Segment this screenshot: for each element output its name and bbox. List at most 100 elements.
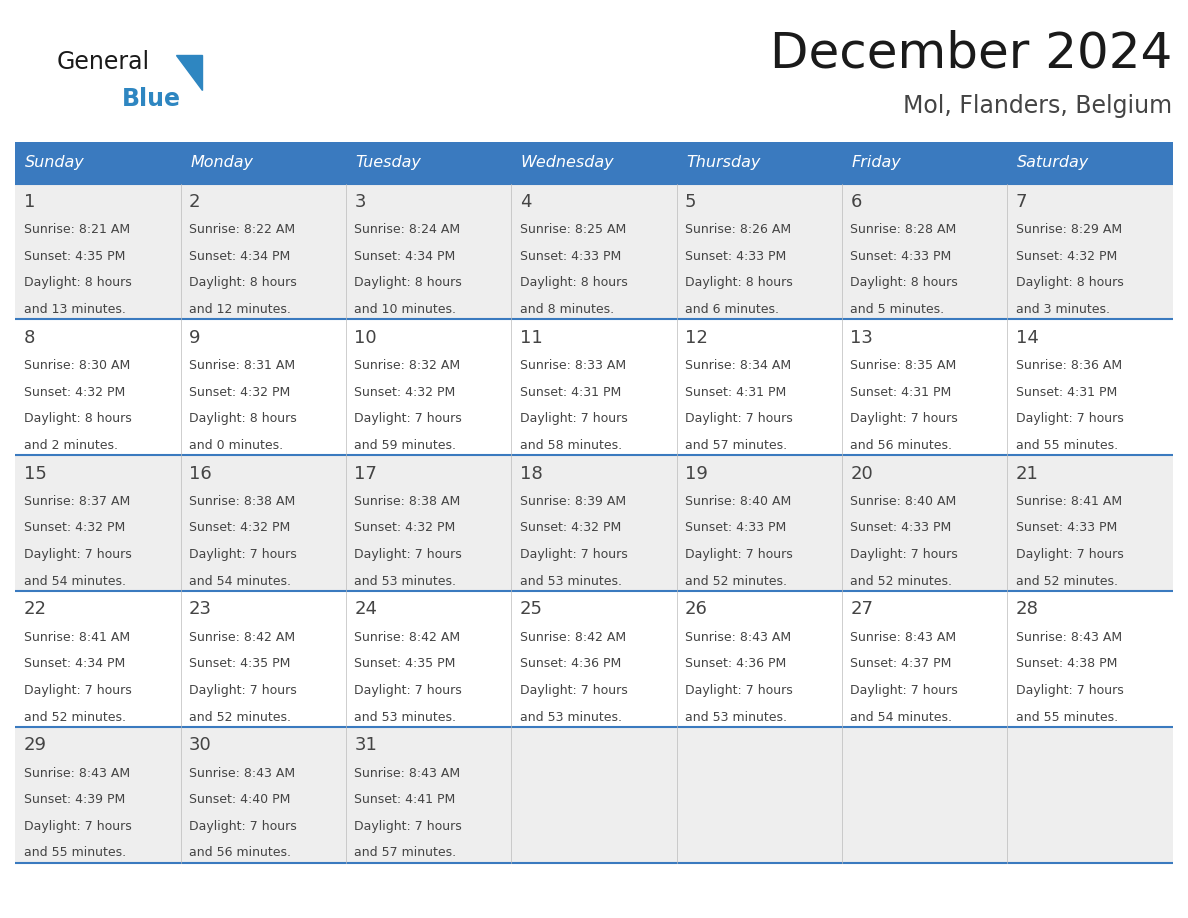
Text: Daylight: 7 hours: Daylight: 7 hours [1016,548,1124,561]
Text: and 57 minutes.: and 57 minutes. [354,846,456,859]
Text: 30: 30 [189,736,211,755]
Text: Sunrise: 8:28 AM: Sunrise: 8:28 AM [851,223,956,236]
Bar [677,727,842,863]
Text: Daylight: 8 hours: Daylight: 8 hours [1016,276,1124,289]
Bar [181,142,346,184]
Text: and 53 minutes.: and 53 minutes. [685,711,786,723]
Text: and 2 minutes.: and 2 minutes. [24,439,118,452]
Text: 13: 13 [851,329,873,347]
Text: December 2024: December 2024 [770,29,1173,77]
Bar [1007,142,1173,184]
Text: and 12 minutes.: and 12 minutes. [189,303,291,316]
Text: 29: 29 [24,736,46,755]
Text: 25: 25 [519,600,543,619]
Text: Sunset: 4:32 PM: Sunset: 4:32 PM [24,386,125,398]
Bar [511,727,677,863]
Text: Daylight: 8 hours: Daylight: 8 hours [24,412,132,425]
Text: and 55 minutes.: and 55 minutes. [1016,711,1118,723]
Text: 18: 18 [519,465,543,483]
Text: Sunrise: 8:33 AM: Sunrise: 8:33 AM [519,359,626,372]
Text: Sunset: 4:33 PM: Sunset: 4:33 PM [685,521,786,534]
Text: Sunset: 4:33 PM: Sunset: 4:33 PM [519,250,621,263]
Text: Sunrise: 8:43 AM: Sunrise: 8:43 AM [24,767,129,779]
Bar [511,184,677,319]
Text: Sunrise: 8:43 AM: Sunrise: 8:43 AM [189,767,295,779]
Text: Saturday: Saturday [1017,155,1089,171]
Text: Daylight: 7 hours: Daylight: 7 hours [851,548,958,561]
Text: Sunset: 4:36 PM: Sunset: 4:36 PM [519,657,621,670]
Text: Sunset: 4:32 PM: Sunset: 4:32 PM [189,386,290,398]
Text: 20: 20 [851,465,873,483]
Text: Sunrise: 8:31 AM: Sunrise: 8:31 AM [189,359,295,372]
Text: 28: 28 [1016,600,1038,619]
Text: Daylight: 7 hours: Daylight: 7 hours [189,820,297,833]
Text: 2: 2 [189,193,201,211]
Text: 3: 3 [354,193,366,211]
Text: Sunset: 4:35 PM: Sunset: 4:35 PM [189,657,290,670]
Text: and 8 minutes.: and 8 minutes. [519,303,614,316]
Text: Sunset: 4:32 PM: Sunset: 4:32 PM [189,521,290,534]
Text: Sunset: 4:38 PM: Sunset: 4:38 PM [1016,657,1117,670]
Text: Sunset: 4:32 PM: Sunset: 4:32 PM [1016,250,1117,263]
Text: and 54 minutes.: and 54 minutes. [24,575,126,588]
Text: and 53 minutes.: and 53 minutes. [519,711,621,723]
Text: 17: 17 [354,465,378,483]
Bar [346,727,511,863]
Text: 21: 21 [1016,465,1038,483]
Text: Sunset: 4:34 PM: Sunset: 4:34 PM [189,250,290,263]
Text: and 58 minutes.: and 58 minutes. [519,439,621,452]
Text: Thursday: Thursday [687,155,760,171]
Bar [677,142,842,184]
Text: and 53 minutes.: and 53 minutes. [519,575,621,588]
Text: and 56 minutes.: and 56 minutes. [189,846,291,859]
Text: and 52 minutes.: and 52 minutes. [685,575,786,588]
Text: Sunset: 4:36 PM: Sunset: 4:36 PM [685,657,786,670]
Bar [842,727,1007,863]
Text: and 10 minutes.: and 10 minutes. [354,303,456,316]
Text: Sunrise: 8:37 AM: Sunrise: 8:37 AM [24,495,129,508]
Text: Sunset: 4:33 PM: Sunset: 4:33 PM [851,250,952,263]
Text: 6: 6 [851,193,861,211]
Text: 22: 22 [24,600,46,619]
Text: Sunset: 4:33 PM: Sunset: 4:33 PM [1016,521,1117,534]
Text: and 52 minutes.: and 52 minutes. [851,575,953,588]
Text: 23: 23 [189,600,213,619]
Text: 7: 7 [1016,193,1028,211]
Text: Daylight: 7 hours: Daylight: 7 hours [685,412,792,425]
Bar [842,142,1007,184]
Text: Daylight: 8 hours: Daylight: 8 hours [685,276,792,289]
Text: 26: 26 [685,600,708,619]
Text: Daylight: 7 hours: Daylight: 7 hours [24,820,132,833]
Text: Daylight: 7 hours: Daylight: 7 hours [851,412,958,425]
Bar [15,319,181,455]
Text: Sunrise: 8:42 AM: Sunrise: 8:42 AM [354,631,461,644]
Text: Mol, Flanders, Belgium: Mol, Flanders, Belgium [903,94,1173,118]
Text: 19: 19 [685,465,708,483]
Bar [346,319,511,455]
Text: Sunset: 4:31 PM: Sunset: 4:31 PM [519,386,621,398]
Text: Daylight: 7 hours: Daylight: 7 hours [354,684,462,697]
Text: 10: 10 [354,329,377,347]
Text: 8: 8 [24,329,36,347]
Text: Sunrise: 8:43 AM: Sunrise: 8:43 AM [851,631,956,644]
Text: and 56 minutes.: and 56 minutes. [851,439,953,452]
Text: 16: 16 [189,465,211,483]
Text: 4: 4 [519,193,531,211]
Text: and 52 minutes.: and 52 minutes. [24,711,126,723]
Text: Sunset: 4:37 PM: Sunset: 4:37 PM [851,657,952,670]
Text: and 13 minutes.: and 13 minutes. [24,303,126,316]
Text: and 54 minutes.: and 54 minutes. [851,711,953,723]
Text: Sunset: 4:39 PM: Sunset: 4:39 PM [24,793,125,806]
Text: Daylight: 7 hours: Daylight: 7 hours [189,548,297,561]
Text: Sunrise: 8:34 AM: Sunrise: 8:34 AM [685,359,791,372]
Text: Sunrise: 8:42 AM: Sunrise: 8:42 AM [189,631,295,644]
Bar [1007,455,1173,591]
Text: 9: 9 [189,329,201,347]
Text: Sunset: 4:31 PM: Sunset: 4:31 PM [851,386,952,398]
Bar [181,591,346,727]
Text: Daylight: 7 hours: Daylight: 7 hours [1016,684,1124,697]
Text: Sunset: 4:33 PM: Sunset: 4:33 PM [851,521,952,534]
Text: Daylight: 7 hours: Daylight: 7 hours [1016,412,1124,425]
Text: Sunset: 4:31 PM: Sunset: 4:31 PM [685,386,786,398]
Bar [346,142,511,184]
